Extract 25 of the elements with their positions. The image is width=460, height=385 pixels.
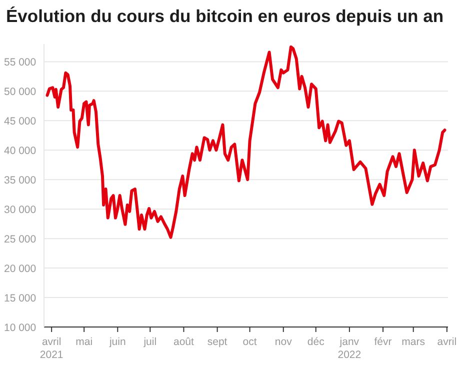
y-tick-label: 30 000 [4,204,36,216]
y-tick-label: 10 000 [4,322,36,334]
chart-title: Évolution du cours du bitcoin en euros depuis un an [6,6,444,26]
x-tick-label: janv 2022 [338,336,362,361]
x-tick-label: oct [242,336,257,348]
y-tick-label: 15 000 [4,292,36,305]
x-tick-label: avril 2021 [40,336,64,361]
y-tick-label: 45 000 [4,116,36,128]
x-tick-label: juil [142,336,157,348]
x-tick-label: août [174,336,194,348]
y-tick-label: 55 000 [4,56,36,69]
line-series [46,45,446,239]
y-tick-label: 25 000 [4,234,36,246]
x-tick-label: févr [374,336,392,348]
x-tick-label: avril [437,336,457,348]
y-tick-label: 40 000 [4,145,36,158]
x-tick-label: mars [402,336,426,348]
x-tick-label: nov [274,336,293,348]
x-tick-label: déc [307,336,324,348]
y-tick-label: 50 000 [4,86,36,98]
y-tick-label: 20 000 [4,263,36,276]
x-tick-label: sept [207,336,228,348]
y-tick-label: 35 000 [4,174,36,187]
x-tick-label: mai [76,336,93,348]
x-tick-label: juin [108,336,126,348]
